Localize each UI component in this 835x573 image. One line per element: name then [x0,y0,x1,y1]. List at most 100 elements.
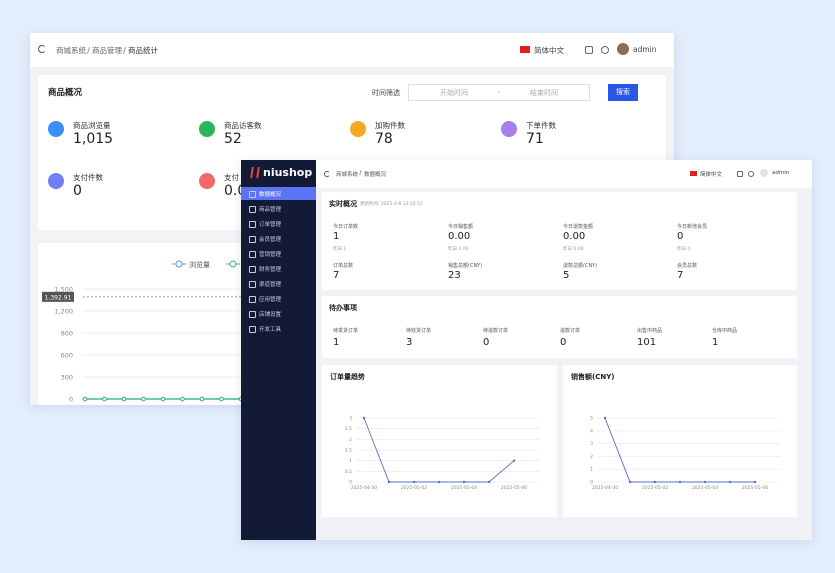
menu-item[interactable]: 商品管理 [259,207,282,213]
legend-marker [175,260,183,268]
y-tick-label: 1 [590,467,593,473]
filter-label: 时间筛选 [372,89,400,97]
stat-label: 商品访客数 [224,121,262,130]
menu-icon [249,206,256,213]
stat-icon [199,121,215,137]
todo-value[interactable]: 3 [406,337,413,348]
todo-label[interactable]: 退款订单 [560,328,581,334]
todo-label[interactable]: 出售中商品 [637,328,663,334]
point [437,480,441,484]
legend-label: 浏览量 [189,260,210,269]
breadcrumb-item[interactable]: 商品统计 [128,46,158,55]
stat-value: 1 [333,231,340,242]
header [30,33,674,67]
y-tick-label: 2.5 [345,426,352,432]
point [121,396,127,402]
todo-label[interactable]: 待发货订单 [333,328,359,334]
x-tick-label: 2025-04-30 [592,485,618,491]
todo-value[interactable]: 0 [560,337,567,348]
line-chart: 0 1 2 3 4 5 2025-04-30 2025-05-02 2025-05-04 2025… [590,416,781,491]
series-line [604,417,755,483]
total-value: 7 [333,270,340,281]
menu-item[interactable]: 订单管理 [259,222,282,228]
x-tick-label: 2025-05-02 [401,485,427,491]
y-tick-label: 600 [61,352,73,360]
stat-icon [501,121,517,137]
y-tick-label: 900 [61,330,73,338]
y-tick-label: 300 [61,374,73,382]
total-label: 会员总数 [677,263,698,269]
y-tick-label: 4 [590,428,593,434]
language[interactable]: 简体中文 [534,46,564,55]
chart-title: 销售额(CNY) [571,373,615,381]
menu-item[interactable]: 应用管理 [259,297,282,303]
todo-value[interactable]: 1 [333,337,340,348]
point [753,480,757,484]
legend-marker [229,260,237,268]
menu-icon [249,266,256,273]
menu-icon [249,326,256,333]
menu-item[interactable]: 开发工具 [259,327,282,333]
todo-label[interactable]: 待退款订单 [483,328,509,334]
stat-value: 0 [677,231,684,242]
chart-card [322,365,557,517]
header [316,160,812,188]
stat-label: 下单件数 [526,121,556,130]
menu-icon [249,191,256,198]
point [199,396,205,402]
todo-label[interactable]: 待收货订单 [406,328,432,334]
search-button[interactable]: 搜索 [608,84,638,101]
date-input[interactable] [408,84,590,101]
y-tick-label: 0.5 [345,469,352,475]
stat-label: 今日退款金额 [563,224,594,230]
menu-item[interactable]: 营销管理 [259,252,282,258]
todo-card [322,296,797,358]
total-label: 订单总数 [333,263,354,269]
menu-item[interactable]: 财务管理 [259,267,282,273]
updated-time: 更新时间: 2025-4-8 13:22:52 [360,202,424,207]
y-tick-label: 0 [69,396,73,404]
panel-title: 商品概况 [48,88,83,98]
todo-value[interactable]: 0 [483,337,490,348]
menu-item[interactable]: 会员管理 [259,237,282,243]
front-window: niushop 数据概况 商品管理 订单管理 会员管理 营销管理 财务管理 渠道管理 应用管理店… [241,160,812,540]
user[interactable]: admin [772,170,790,176]
crosshair-label: 1,392.91 [45,294,72,301]
point [512,459,516,462]
stat-previous: 昨日 0.00 [563,247,584,252]
point [603,416,607,420]
breadcrumb-item[interactable]: 商品管理 [92,46,122,55]
y-tick-label: 2 [590,454,593,460]
realtime-card [322,192,797,290]
stat-value: 78 [375,131,393,147]
menu-item[interactable]: 渠道管理 [259,282,282,288]
icon [748,171,754,177]
language[interactable]: 简体中文 [700,172,723,178]
point [180,396,185,402]
y-tick-label: 3 [349,416,352,422]
chart-card [563,365,797,517]
total-value: 7 [677,270,684,281]
breadcrumb-item[interactable]: 数据概况 [364,172,387,178]
menu-item[interactable]: 数据概况 [259,192,282,198]
todo-title: 待办事项 [329,304,357,312]
breadcrumb-item[interactable]: 商城系统 [56,46,86,55]
x-tick-label: 2025-05-06 [501,485,527,491]
user[interactable]: admin [633,45,657,54]
total-value: 5 [563,270,570,281]
todo-label[interactable]: 仓库中商品 [712,328,738,334]
menu-item[interactable]: 店铺设置 [259,312,282,318]
todo-value[interactable]: 101 [637,337,657,348]
crosshair-box [42,291,74,302]
todo-value[interactable]: 1 [712,337,719,348]
y-tick-label: 1.5 [345,448,352,454]
y-tick-label: 0 [590,480,593,486]
stat-value: 0.0 [224,183,247,199]
x-tick-label: 2025-05-04 [692,485,718,491]
sidebar [241,160,316,540]
point [141,396,146,402]
stat-icon [199,173,215,189]
breadcrumb-item[interactable]: 商城系统 [336,172,359,178]
y-tick-label: 2 [349,437,352,443]
